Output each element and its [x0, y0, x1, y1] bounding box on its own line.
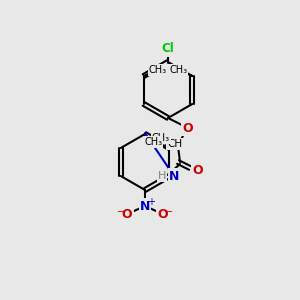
- Text: H: H: [158, 171, 166, 181]
- Text: −: −: [117, 207, 125, 217]
- Text: O: O: [193, 164, 203, 176]
- Text: CH₃: CH₃: [149, 65, 167, 75]
- Text: +: +: [147, 197, 155, 207]
- Text: N: N: [140, 200, 150, 212]
- Text: CH: CH: [167, 139, 183, 149]
- Text: −: −: [165, 207, 173, 217]
- Text: CH₃: CH₃: [169, 65, 187, 75]
- Text: CH₃: CH₃: [152, 133, 170, 143]
- Text: O: O: [183, 122, 193, 134]
- Text: O: O: [122, 208, 132, 220]
- Text: O: O: [158, 208, 168, 220]
- Text: Cl: Cl: [162, 43, 174, 56]
- Text: CH₃: CH₃: [144, 137, 162, 147]
- Text: N: N: [169, 169, 179, 182]
